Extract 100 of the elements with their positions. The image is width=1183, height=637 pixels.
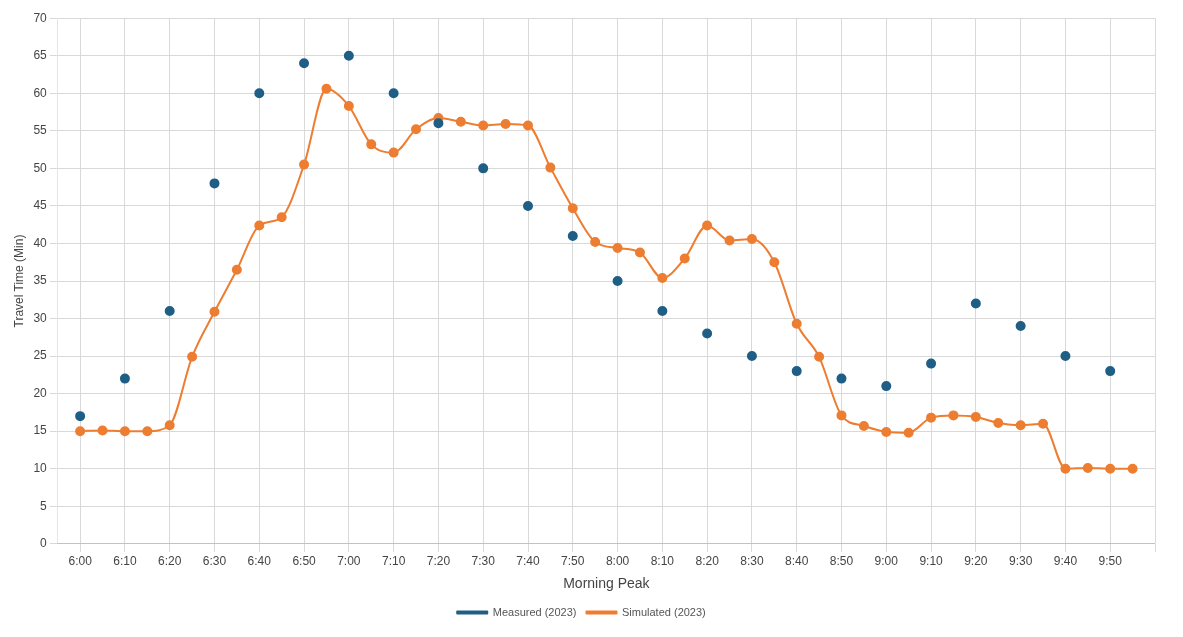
point (343, 50, 354, 61)
y-tick-label: 30 (33, 310, 48, 325)
point (523, 200, 533, 211)
point (433, 118, 444, 129)
y-tick-label: 5 (40, 498, 48, 513)
point (545, 162, 556, 173)
y-tick-label: 45 (33, 198, 48, 213)
x-tick-label: 6:20 (158, 554, 182, 569)
point (478, 163, 489, 174)
point (97, 425, 108, 436)
x-tick-label: 9:40 (1053, 554, 1078, 569)
point (702, 220, 713, 231)
y-tick-label: 65 (33, 48, 48, 63)
x-tick-label: 7:10 (381, 554, 406, 569)
x-tick-label: 6:40 (247, 554, 272, 569)
point (299, 159, 310, 170)
point (254, 88, 265, 99)
legend-label: Measured (2023) (492, 605, 577, 618)
point (993, 417, 1004, 428)
x-tick-label: 7:50 (561, 554, 585, 569)
x-tick-label: 9:30 (1008, 554, 1033, 569)
point (187, 351, 198, 362)
point (814, 351, 825, 362)
y-tick-label: 70 (33, 10, 48, 25)
point (791, 366, 802, 377)
x-tick-label: 9:00 (874, 554, 899, 569)
point (590, 236, 601, 247)
legend-label: Simulated (2023) (622, 605, 706, 618)
point (1015, 420, 1026, 431)
point (881, 381, 892, 392)
point (567, 203, 578, 214)
point (231, 264, 242, 275)
point (903, 427, 914, 438)
point (769, 257, 780, 268)
point (634, 247, 645, 258)
point (926, 412, 937, 423)
point (500, 119, 511, 130)
point (209, 306, 220, 317)
x-tick-label: 8:10 (650, 554, 675, 569)
x-tick-label: 7:30 (471, 554, 496, 569)
point (254, 220, 265, 231)
point (746, 351, 757, 362)
point (612, 242, 623, 253)
point (164, 420, 175, 431)
point (1105, 463, 1116, 474)
y-tick-label: 0 (40, 536, 48, 551)
x-tick-label: 8:40 (785, 554, 809, 569)
point (411, 124, 422, 135)
x-tick-label: 9:20 (964, 554, 988, 569)
point (321, 83, 332, 94)
point (970, 298, 981, 309)
point (836, 373, 847, 384)
point (1060, 463, 1071, 474)
point (119, 373, 130, 384)
point (724, 235, 735, 246)
point (478, 120, 489, 131)
point (343, 101, 354, 112)
point (567, 230, 578, 241)
point (791, 318, 802, 329)
x-tick-label: 6:50 (292, 554, 317, 569)
x-tick-label: 6:00 (68, 554, 93, 569)
point (1038, 418, 1049, 429)
point (142, 426, 153, 437)
point (164, 306, 175, 317)
point (881, 426, 892, 437)
point (612, 276, 623, 286)
point (388, 147, 399, 158)
y-tick-label: 25 (33, 348, 48, 363)
point (970, 411, 981, 422)
y-tick-label: 15 (33, 423, 48, 438)
x-tick-label: 7:00 (337, 554, 361, 569)
y-tick-label: 50 (33, 160, 48, 175)
x-tick-label: 6:30 (202, 554, 227, 569)
point (679, 253, 690, 264)
x-tick-label: 8:20 (695, 554, 720, 569)
point (926, 358, 937, 369)
point (119, 426, 130, 437)
y-tick-label: 20 (33, 385, 48, 400)
point (1060, 351, 1071, 362)
x-tick-label: 9:50 (1098, 554, 1123, 569)
y-axis-title: Travel Time (Min) (11, 234, 26, 328)
point (746, 233, 757, 244)
point (702, 328, 713, 339)
point (209, 178, 220, 189)
point (836, 410, 847, 421)
point (75, 426, 86, 437)
point (948, 410, 959, 421)
x-tick-label: 8:30 (740, 554, 764, 569)
point (657, 273, 668, 283)
y-tick-label: 10 (33, 461, 48, 476)
point (858, 420, 869, 431)
point (388, 88, 399, 99)
x-tick-label: 8:50 (829, 554, 854, 569)
x-tick-label: 7:20 (426, 554, 451, 569)
point (1127, 463, 1138, 474)
point (657, 306, 668, 317)
point (1105, 366, 1116, 377)
x-tick-label: 8:00 (605, 554, 630, 569)
point (523, 120, 533, 131)
point (455, 116, 466, 127)
